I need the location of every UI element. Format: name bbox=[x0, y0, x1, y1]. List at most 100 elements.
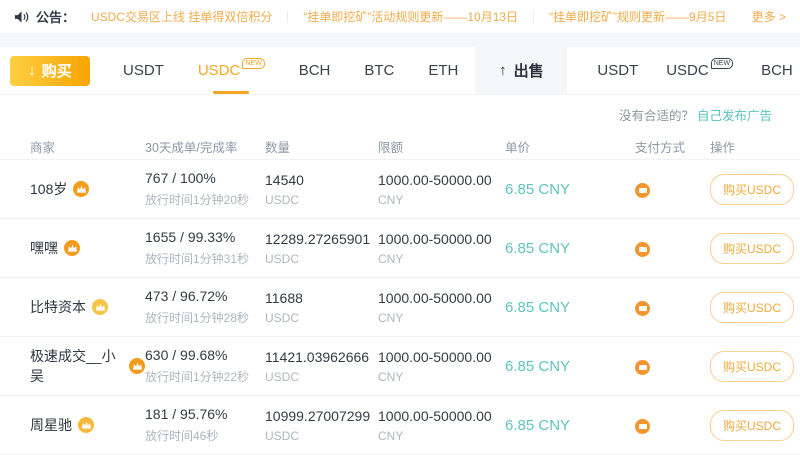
amount-unit: USDC bbox=[265, 310, 300, 325]
table-row: 极速成交__小吴 630 / 99.68% 放行时间1分钟22秒 11421.03… bbox=[0, 337, 800, 396]
payment-method-icon bbox=[635, 183, 650, 198]
merchant-name: 比特资本 bbox=[30, 299, 86, 315]
merchant-cell[interactable]: 极速成交__小吴 bbox=[30, 346, 145, 386]
amount-value: 11421.03962666 bbox=[265, 348, 370, 365]
limit-value: 1000.00-50000.00 bbox=[378, 171, 492, 188]
more-link[interactable]: 更多 > bbox=[751, 10, 786, 24]
amount-value: 14540 bbox=[265, 171, 304, 188]
amount-unit: USDC bbox=[265, 251, 300, 266]
table-row: 比特资本 473 / 96.72% 放行时间1分钟28秒 11688 USDC 10… bbox=[0, 278, 800, 337]
buy-usdc-button[interactable]: 购买USDC bbox=[710, 232, 795, 264]
col-price: 单价 bbox=[505, 140, 531, 155]
post-ad-link[interactable]: 自己发布广告 bbox=[696, 108, 772, 123]
tab-label: USDC bbox=[197, 62, 241, 79]
buy-usdc-button[interactable]: 购买USDC bbox=[710, 173, 795, 205]
tab-sell-usdc[interactable]: USDC NEW bbox=[652, 47, 747, 94]
merchant-cell[interactable]: 108岁 bbox=[30, 179, 145, 199]
new-badge: NEW bbox=[710, 58, 734, 69]
crown-badge-icon bbox=[64, 240, 80, 256]
amount-value: 11688 bbox=[265, 289, 303, 306]
merchant-cell[interactable]: 比特资本 bbox=[30, 297, 145, 317]
table-row: 周星驰 181 / 95.76% 放行时间46秒 10999.27007299 US… bbox=[0, 396, 800, 455]
amount-value: 12289.27265901 bbox=[265, 230, 371, 247]
buy-toggle-button[interactable]: ↓ 购买 bbox=[10, 55, 90, 86]
tab-label: BCH bbox=[298, 62, 331, 79]
crown-badge-icon bbox=[129, 358, 145, 374]
new-badge: NEW bbox=[242, 58, 265, 69]
announcement-link-3[interactable]: “挂单即挖矿”规则更新——9月5日 bbox=[549, 10, 727, 24]
divider bbox=[287, 10, 289, 23]
col-merchant: 商家 bbox=[30, 140, 56, 155]
col-amount: 数量 bbox=[265, 140, 291, 155]
merchant-cell[interactable]: 嘿嘿 bbox=[30, 238, 145, 258]
release-time: 放行时间1分钟22秒 bbox=[145, 370, 250, 384]
merchant-cell[interactable]: 周星驰 bbox=[30, 415, 145, 435]
post-ad-hint: 没有合适的？ bbox=[618, 108, 694, 123]
payment-method-icon bbox=[635, 301, 650, 316]
buy-section: ↓ 购买 USDT USDC NEW BCH BTC ETH bbox=[0, 47, 475, 94]
tab-label: USDC bbox=[666, 62, 709, 79]
unit-price: 6.85 CNY bbox=[505, 416, 571, 434]
buy-usdc-button[interactable]: 购买USDC bbox=[710, 409, 795, 441]
tab-buy-usdt[interactable]: USDT bbox=[106, 47, 181, 94]
tab-buy-usdc[interactable]: USDC NEW bbox=[181, 47, 282, 94]
deals-count: 767 / 100% bbox=[145, 170, 216, 186]
deals-count: 630 / 99.68% bbox=[145, 347, 228, 363]
sell-section: ↑ 出售 USDT USDC NEW BCH BTC ETH bbox=[475, 47, 800, 94]
announcement-label: 公告： bbox=[36, 10, 76, 25]
payment-method-icon bbox=[635, 419, 650, 434]
deals-count: 473 / 96.72% bbox=[145, 288, 228, 304]
buy-label: 购买 bbox=[41, 63, 72, 80]
divider bbox=[533, 10, 535, 23]
payment-method-icon bbox=[635, 360, 650, 375]
unit-price: 6.85 CNY bbox=[505, 357, 571, 375]
speaker-icon bbox=[14, 10, 29, 24]
tab-label: BTC bbox=[364, 62, 395, 79]
unit-price: 6.85 CNY bbox=[505, 298, 571, 316]
sell-label: 出售 bbox=[513, 63, 544, 80]
table-header: 商家 30天成单/完成率 数量 限额 单价 支付方式 操作 bbox=[0, 133, 800, 160]
payment-method-icon bbox=[635, 242, 650, 257]
amount-value: 10999.27007299 bbox=[265, 407, 371, 424]
release-time: 放行时间1分钟31秒 bbox=[145, 252, 250, 266]
amount-unit: USDC bbox=[265, 192, 300, 207]
sell-toggle-button[interactable]: ↑ 出售 bbox=[475, 47, 568, 94]
table-row: 108岁 767 / 100% 放行时间1分钟20秒 14540 USDC 1000… bbox=[0, 160, 800, 219]
tab-sell-usdt[interactable]: USDT bbox=[583, 47, 652, 94]
limit-value: 1000.00-50000.00 bbox=[378, 289, 492, 306]
merchant-name: 极速成交__小吴 bbox=[30, 348, 116, 384]
merchant-name: 108岁 bbox=[30, 181, 68, 197]
tab-buy-eth[interactable]: ETH bbox=[411, 47, 475, 94]
tab-buy-bch[interactable]: BCH bbox=[282, 47, 348, 94]
tab-buy-btc[interactable]: BTC bbox=[347, 47, 411, 94]
limit-value: 1000.00-50000.00 bbox=[378, 407, 492, 424]
sell-coin-tabs: USDT USDC NEW BCH BTC ETH bbox=[583, 47, 800, 94]
announcement-link-1[interactable]: USDC交易区上线 挂单得双倍积分 bbox=[91, 10, 273, 24]
merchant-name: 嘿嘿 bbox=[30, 240, 58, 256]
crown-badge-icon bbox=[78, 417, 94, 433]
tab-sell-bch[interactable]: BCH bbox=[747, 47, 800, 94]
post-ad-row: 没有合适的？ 自己发布广告 bbox=[0, 95, 800, 133]
limit-unit: CNY bbox=[378, 428, 404, 443]
crown-badge-icon bbox=[92, 299, 108, 315]
buy-usdc-button[interactable]: 购买USDC bbox=[710, 350, 795, 382]
limit-unit: CNY bbox=[378, 251, 404, 266]
release-time: 放行时间46秒 bbox=[145, 429, 219, 443]
main-panel: ↓ 购买 USDT USDC NEW BCH BTC ETH ↑ 出售 bbox=[0, 47, 800, 455]
limit-unit: CNY bbox=[378, 310, 404, 325]
release-time: 放行时间1分钟20秒 bbox=[145, 193, 250, 207]
col-action: 操作 bbox=[710, 140, 736, 155]
merchant-name: 周星驰 bbox=[30, 417, 72, 433]
announcement-bar: 公告： USDC交易区上线 挂单得双倍积分 “挂单即挖矿”活动规则更新——10月… bbox=[0, 0, 800, 33]
unit-price: 6.85 CNY bbox=[505, 180, 571, 198]
limit-unit: CNY bbox=[378, 192, 404, 207]
col-deals: 30天成单/完成率 bbox=[145, 140, 238, 155]
amount-unit: USDC bbox=[265, 428, 300, 443]
limit-value: 1000.00-50000.00 bbox=[378, 230, 492, 247]
buy-usdc-button[interactable]: 购买USDC bbox=[710, 291, 795, 323]
tab-label: USDT bbox=[123, 62, 164, 79]
arrow-up-icon: ↑ bbox=[499, 62, 507, 79]
crown-badge-icon bbox=[73, 181, 90, 197]
announcement-link-2[interactable]: “挂单即挖矿”活动规则更新——10月13日 bbox=[303, 10, 519, 24]
table-row: 嘿嘿 1655 / 99.33% 放行时间1分钟31秒 12289.2726590… bbox=[0, 219, 800, 278]
